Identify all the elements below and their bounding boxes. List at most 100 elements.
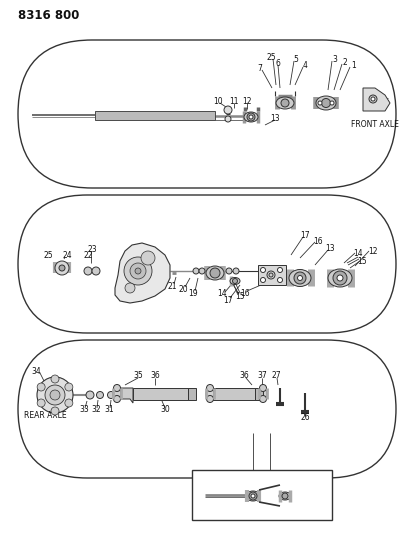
- Bar: [209, 388, 254, 400]
- Bar: [188, 388, 196, 400]
- Circle shape: [124, 257, 152, 285]
- Text: 13: 13: [324, 244, 334, 253]
- Circle shape: [113, 384, 120, 392]
- Circle shape: [297, 276, 302, 280]
- Text: 7: 7: [257, 63, 262, 72]
- Circle shape: [209, 268, 220, 278]
- Circle shape: [281, 493, 287, 499]
- Text: 16: 16: [312, 237, 322, 246]
- Bar: [254, 388, 262, 400]
- Text: 17: 17: [222, 295, 232, 304]
- Bar: [257, 265, 285, 285]
- Text: 16: 16: [240, 288, 249, 297]
- Text: 36: 36: [150, 372, 160, 381]
- Circle shape: [130, 263, 146, 279]
- Text: 13: 13: [270, 114, 279, 123]
- Text: 33: 33: [79, 406, 89, 415]
- Circle shape: [206, 384, 213, 392]
- Text: 12: 12: [367, 246, 377, 255]
- Text: 25: 25: [265, 52, 275, 61]
- Circle shape: [329, 101, 333, 105]
- Text: 20: 20: [178, 285, 187, 294]
- Text: 26: 26: [299, 414, 309, 423]
- Circle shape: [336, 275, 342, 281]
- Circle shape: [293, 272, 305, 284]
- Circle shape: [248, 492, 256, 500]
- Text: 37: 37: [256, 372, 266, 381]
- Text: 4: 4: [302, 61, 307, 69]
- Text: 35: 35: [133, 372, 142, 381]
- Circle shape: [92, 267, 100, 275]
- Bar: [95, 111, 214, 120]
- Text: 3: 3: [332, 54, 337, 63]
- Text: 23: 23: [87, 245, 97, 254]
- Circle shape: [51, 407, 59, 415]
- Ellipse shape: [113, 386, 121, 402]
- Circle shape: [223, 106, 231, 114]
- Circle shape: [107, 392, 114, 399]
- Circle shape: [370, 97, 374, 101]
- Text: 2: 2: [342, 58, 346, 67]
- Ellipse shape: [229, 278, 239, 285]
- Text: 10: 10: [213, 96, 222, 106]
- Circle shape: [248, 115, 252, 119]
- Polygon shape: [115, 243, 170, 303]
- Ellipse shape: [258, 387, 266, 401]
- Circle shape: [246, 113, 254, 121]
- Circle shape: [45, 385, 65, 405]
- Ellipse shape: [205, 387, 213, 401]
- Circle shape: [321, 99, 330, 108]
- Text: 15: 15: [235, 292, 244, 301]
- Circle shape: [84, 267, 92, 275]
- Text: REAR AXLE: REAR AXLE: [24, 411, 66, 421]
- Circle shape: [277, 268, 282, 272]
- Text: 8316 800: 8316 800: [18, 9, 79, 22]
- Circle shape: [268, 273, 272, 277]
- Text: 14: 14: [352, 248, 362, 257]
- Ellipse shape: [278, 492, 290, 500]
- Ellipse shape: [275, 97, 293, 109]
- Text: 30: 30: [160, 406, 169, 415]
- Circle shape: [135, 268, 141, 274]
- Text: 14: 14: [217, 288, 226, 297]
- Text: 34: 34: [31, 367, 41, 376]
- Circle shape: [206, 395, 213, 402]
- Polygon shape: [362, 88, 389, 111]
- Circle shape: [277, 278, 282, 282]
- Ellipse shape: [205, 266, 223, 280]
- Text: 5: 5: [293, 54, 298, 63]
- Circle shape: [193, 268, 198, 274]
- Circle shape: [225, 116, 230, 122]
- Circle shape: [50, 390, 60, 400]
- Text: 12: 12: [242, 96, 251, 106]
- Text: 21: 21: [167, 281, 176, 290]
- Circle shape: [250, 494, 254, 498]
- Circle shape: [198, 268, 204, 274]
- Circle shape: [125, 283, 135, 293]
- Circle shape: [232, 279, 237, 284]
- Text: 24: 24: [62, 251, 72, 260]
- Text: 36: 36: [238, 372, 248, 381]
- Circle shape: [55, 261, 69, 275]
- Circle shape: [37, 383, 45, 391]
- Circle shape: [51, 375, 59, 383]
- Text: 6: 6: [275, 59, 280, 68]
- Text: 1: 1: [351, 61, 355, 69]
- Circle shape: [141, 251, 155, 265]
- Circle shape: [37, 377, 73, 413]
- Circle shape: [260, 268, 265, 272]
- Circle shape: [113, 395, 120, 402]
- Circle shape: [317, 101, 321, 105]
- Circle shape: [368, 95, 376, 103]
- Text: 39: 39: [279, 505, 289, 514]
- Bar: [133, 388, 188, 400]
- Text: 17: 17: [299, 230, 309, 239]
- Text: 32: 32: [91, 406, 101, 415]
- Circle shape: [232, 268, 238, 274]
- Text: 22: 22: [83, 251, 92, 260]
- Circle shape: [259, 395, 266, 402]
- Circle shape: [65, 383, 73, 391]
- Text: 38: 38: [256, 472, 266, 481]
- Text: 27: 27: [270, 372, 280, 381]
- Text: 11: 11: [229, 96, 238, 106]
